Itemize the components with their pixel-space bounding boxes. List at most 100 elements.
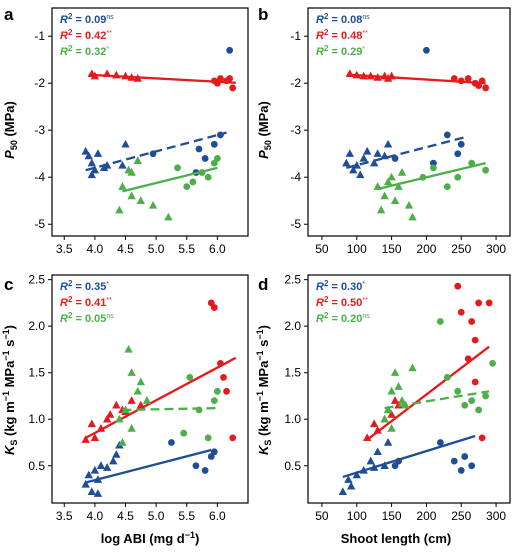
y-tick-label: 2.0: [28, 319, 45, 333]
y-tick-label: 2.5: [28, 273, 45, 287]
y-axis-title-a: P50 (MPa): [2, 101, 19, 159]
blue-triangle-point: [121, 139, 130, 148]
blue-triangle-point: [380, 151, 389, 160]
blue-triangle-point: [93, 149, 103, 157]
y-tick-label: 0.5: [284, 459, 301, 473]
y-tick-label: -2: [290, 76, 301, 90]
y-tick-label: -5: [34, 217, 45, 231]
x-tick-label: 150: [382, 509, 402, 523]
blue-triangle-point: [90, 465, 100, 474]
green-triangle-point: [390, 368, 400, 376]
blue-circle-point: [201, 467, 209, 474]
r-squared-label: R2 = 0.35*: [60, 279, 109, 293]
red-triangle-point: [105, 410, 115, 418]
y-tick-label: -2: [34, 76, 45, 90]
y-tick-label: -3: [290, 123, 301, 137]
x-tick-label: 50: [315, 509, 329, 523]
green-triangle-point: [127, 191, 136, 200]
x-tick-label: 5.5: [178, 509, 195, 523]
red-circle-point: [464, 75, 472, 82]
blue-triangle-point: [346, 481, 356, 490]
green-triangle-point: [404, 200, 414, 209]
x-tick-label: 4.0: [87, 509, 104, 523]
green-circle-point: [213, 155, 221, 162]
green-triangle-point: [127, 368, 136, 376]
x-tick-label: 100: [347, 509, 367, 523]
green-triangle-point: [133, 156, 142, 164]
red-circle-point: [210, 304, 218, 311]
red-circle-point: [475, 299, 483, 307]
green-triangle-point: [387, 424, 396, 432]
green-circle-point: [468, 397, 476, 405]
x-tick-label: 100: [347, 242, 367, 256]
red-circle-point: [471, 378, 479, 386]
blue-triangle-point: [109, 456, 118, 465]
green-fit-line: [377, 162, 486, 191]
r-squared-label: R2 = 0.08ns: [316, 12, 370, 26]
panel-b-plot: 50 100 150 200 250 300 -1 -2 -3 -4 -5 R2 = 0.08ns R2…: [290, 7, 511, 256]
green-triangle-point: [133, 386, 142, 395]
red-circle-point: [468, 318, 476, 325]
blue-triangle-point: [84, 151, 93, 160]
y-tick-label: -5: [290, 217, 301, 231]
r-squared-label: R2 = 0.29*: [316, 44, 365, 58]
plot-frame: [51, 7, 249, 237]
x-tick-label: 250: [451, 509, 471, 523]
x-tick-label: 6.0: [209, 242, 226, 256]
y-tick-label: -4: [34, 170, 45, 184]
r-squared-label: R2 = 0.50**: [316, 295, 368, 309]
blue-triangle-point: [338, 487, 348, 496]
red-fit-line: [366, 345, 490, 441]
red-circle-point: [229, 84, 237, 92]
blue-circle-point: [210, 448, 218, 456]
blue-circle-point: [210, 140, 218, 148]
red-triangle-point: [369, 419, 379, 428]
green-circle-point: [180, 429, 188, 437]
x-axis-title-abi: log ABI (mg d−1): [101, 530, 200, 546]
x-tick-label: 4.5: [117, 509, 134, 523]
blue-circle-point: [226, 46, 234, 54]
blue-triangle-point: [81, 146, 90, 155]
blue-triangle-point: [344, 475, 353, 483]
green-triangle-point: [136, 377, 146, 386]
x-tick-label: 4.0: [87, 242, 104, 256]
r-squared-label: R2 = 0.09ns: [60, 12, 114, 26]
green-circle-point: [454, 173, 462, 181]
blue-circle-point: [201, 155, 209, 162]
green-triangle-point: [380, 414, 389, 423]
green-triangle-point: [408, 212, 417, 221]
red-circle-point: [482, 84, 490, 92]
green-triangle-point: [142, 396, 152, 404]
y-tick-label: 0.5: [28, 459, 45, 473]
green-circle-point: [454, 387, 462, 395]
blue-fit-line: [346, 136, 466, 169]
panel-c-plot: 3.5 4.0 4.5 5.0 5.5 6.0 0.5 1.0 1.5 2.0 2.5 R2 = 0.…: [28, 273, 249, 523]
blue-triangle-point: [81, 479, 90, 488]
green-circle-point: [482, 392, 490, 400]
green-triangle-point: [115, 205, 124, 214]
panel-d-plot: 50 100 150 200 250 300 0.5 1.0 1.5 2.0 2.5 R2 = 0.3…: [284, 273, 511, 523]
blue-triangle-point: [90, 165, 100, 174]
green-triangle-point: [397, 168, 407, 176]
blue-circle-point: [168, 439, 175, 446]
green-fit-line: [384, 390, 490, 410]
green-triangle-point: [387, 386, 396, 395]
y-tick-label: -1: [34, 29, 45, 43]
blue-triangle-point: [366, 456, 375, 465]
x-axis-title-shoot-length: Shoot length (cm): [341, 531, 452, 546]
green-circle-point: [489, 360, 496, 367]
green-triangle-point: [394, 382, 403, 390]
blue-triangle-point: [349, 165, 358, 174]
x-tick-label: 150: [382, 242, 402, 256]
plot-frame: [307, 7, 511, 237]
green-circle-point: [436, 318, 444, 325]
green-triangle-point: [127, 424, 136, 432]
green-circle-point: [461, 401, 469, 409]
green-fit-line: [122, 166, 218, 193]
y-tick-label: -4: [290, 170, 301, 184]
blue-triangle-point: [383, 139, 393, 148]
green-triangle-point: [380, 191, 389, 200]
x-tick-label: 300: [486, 509, 506, 523]
blue-triangle-point: [93, 489, 103, 497]
r-squared-label: R2 = 0.20ns: [316, 311, 370, 325]
